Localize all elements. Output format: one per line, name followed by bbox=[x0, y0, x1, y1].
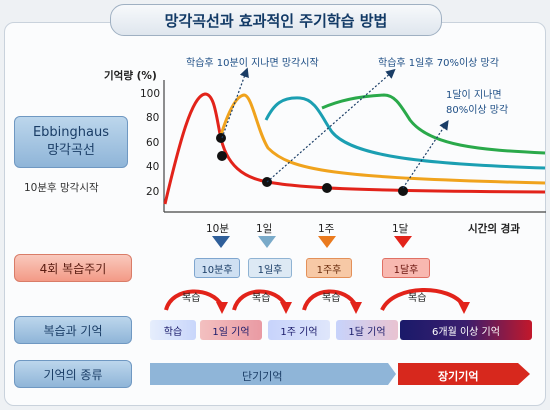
page-title: 망각곡선과 효과적인 주기학습 방법 bbox=[110, 4, 442, 36]
annotation-2: 학습후 1일후 70%이상 망각 bbox=[378, 57, 499, 69]
ebbinghaus-label: Ebbinghaus 망각곡선 bbox=[14, 116, 128, 168]
review-tag-10min: 10분후 bbox=[194, 258, 240, 278]
time-marker-10min bbox=[212, 236, 230, 248]
annotation-3-line1: 1달이 지나면 bbox=[446, 89, 502, 101]
review-word-3: 복습 bbox=[322, 292, 340, 304]
time-label-1day: 1일 bbox=[256, 222, 272, 235]
time-label-1week: 1주 bbox=[318, 223, 335, 235]
annotation-arrow-3 bbox=[402, 120, 449, 189]
review-arrow-2 bbox=[232, 289, 288, 311]
review-arrow-3 bbox=[302, 289, 358, 311]
review-cycle-label: 4회 복습주기 bbox=[14, 254, 132, 282]
y-tick-20: 20 bbox=[146, 186, 159, 198]
point-4 bbox=[322, 183, 332, 193]
time-marker-1week bbox=[318, 236, 336, 248]
short-term-memory-label: 단기기억 bbox=[242, 370, 283, 383]
x-axis-label: 시간의 경과 bbox=[468, 222, 520, 235]
long-term-arrow bbox=[398, 363, 530, 385]
memory-learning: 학습 bbox=[150, 320, 196, 340]
annotation-1: 학습후 10분이 지나면 망각시작 bbox=[186, 57, 319, 69]
review-word-4: 복습 bbox=[408, 292, 426, 304]
forget-start-label: 10분후 망각시작 bbox=[24, 182, 99, 194]
y-tick-60: 60 bbox=[146, 137, 159, 149]
y-tick-40: 40 bbox=[146, 161, 159, 173]
memory-types-label: 기억의 종류 bbox=[14, 360, 132, 388]
curve-orange bbox=[218, 93, 546, 185]
review-arrowhead-2 bbox=[280, 302, 292, 314]
y-axis-label: 기억량 (%) bbox=[104, 69, 157, 82]
review-arrowhead-4 bbox=[458, 302, 470, 314]
review-arrowhead-1 bbox=[216, 302, 228, 314]
point-2 bbox=[217, 151, 227, 161]
time-marker-1day bbox=[258, 236, 276, 248]
curve-red bbox=[163, 92, 546, 205]
review-word-2: 복습 bbox=[252, 292, 270, 304]
point-5 bbox=[398, 186, 408, 196]
review-memory-label: 복습과 기억 bbox=[14, 316, 132, 344]
y-tick-80: 80 bbox=[146, 112, 159, 124]
review-tag-1day: 1일후 bbox=[248, 258, 292, 278]
review-tag-1week: 1주후 bbox=[306, 258, 352, 278]
time-marker-1month bbox=[394, 236, 412, 248]
memory-1week: 1주 기억 bbox=[268, 320, 330, 340]
review-tag-1month: 1달후 bbox=[382, 258, 430, 278]
curve-green bbox=[321, 93, 546, 155]
review-word-1: 복습 bbox=[182, 292, 200, 304]
review-arrow-4 bbox=[380, 288, 466, 312]
review-arrowhead-3 bbox=[350, 302, 362, 314]
long-term-memory-label: 장기기억 bbox=[438, 370, 479, 383]
y-tick-100: 100 bbox=[140, 88, 160, 100]
point-1 bbox=[216, 133, 226, 143]
review-arrow-1 bbox=[164, 289, 224, 311]
memory-1day: 1일 기억 bbox=[200, 320, 262, 340]
short-term-arrow bbox=[150, 363, 396, 385]
time-label-1month: 1달 bbox=[392, 223, 409, 235]
annotation-3-line2: 80%이상 망각 bbox=[446, 104, 508, 116]
time-label-10min: 10분 bbox=[206, 223, 229, 235]
memory-1month: 1달 기억 bbox=[336, 320, 398, 340]
memory-6months: 6개월 이상 기억 bbox=[400, 320, 532, 340]
curve-teal bbox=[264, 96, 546, 170]
